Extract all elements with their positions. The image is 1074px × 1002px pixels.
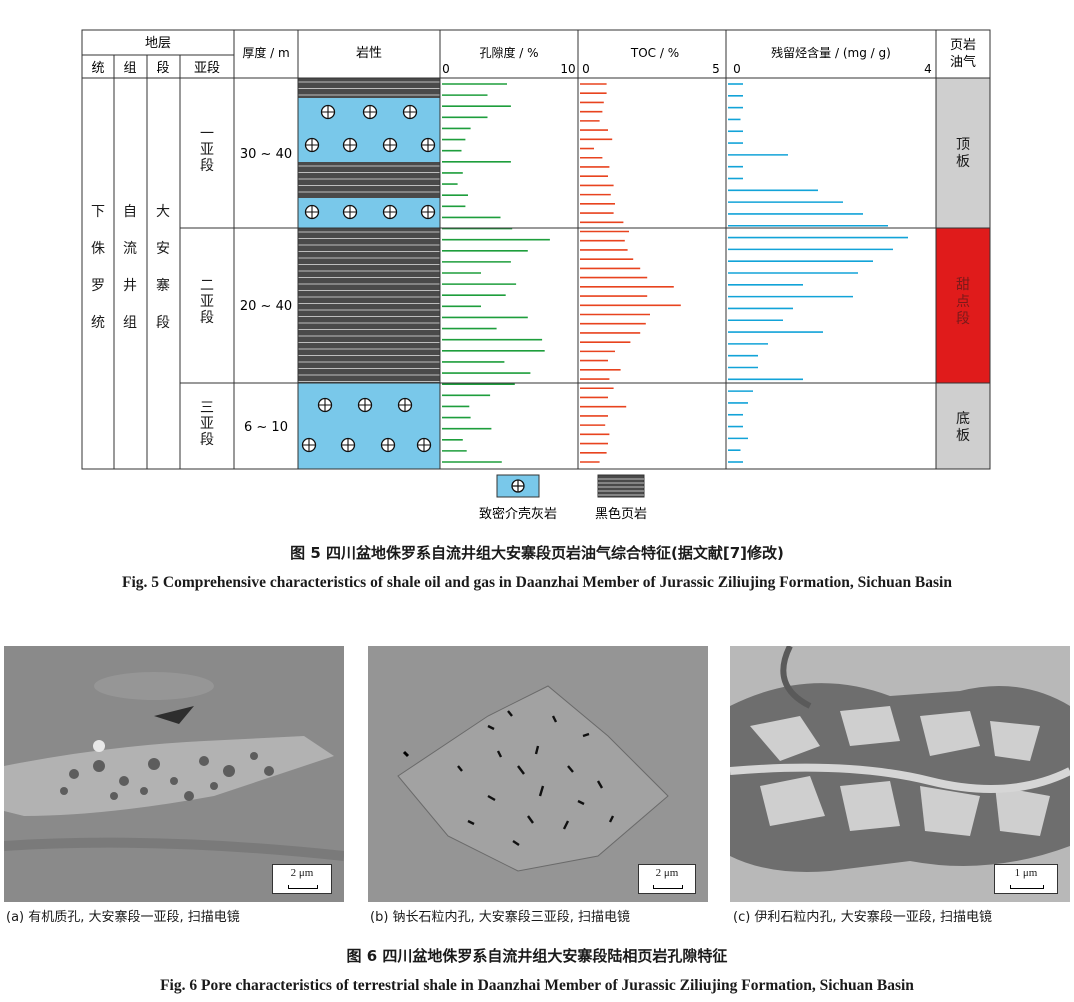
panel-a-caption: (a) 有机质孔, 大安寨段一亚段, 扫描电镜 [6, 910, 240, 925]
shale-bed [298, 162, 440, 198]
figure-5-caption-cn: 图 5 四川盆地侏罗系自流井组大安寨段页岩油气综合特征(据文献[7]修改) [290, 544, 784, 562]
series-label-char: 下 [91, 204, 105, 220]
header-hc: 残留烃含量 / (mg / g) [771, 45, 891, 60]
figure-5-caption-en: Fig. 5 Comprehensive characteristics of … [122, 574, 952, 591]
scale-bar-a-label: 2 μm [290, 867, 314, 879]
lithology-column [298, 78, 440, 469]
header-porosity: 孔隙度 / % [479, 45, 538, 60]
header-member: 段 [156, 61, 169, 76]
figure-5-chart: 地层 统 组 段 亚段 厚度 / m 岩性 孔隙度 / % 0 10 TOC /… [81, 29, 991, 522]
series-label-char: 侏 [91, 241, 105, 257]
member-label-char: 安 [156, 241, 170, 257]
zone-2-char: 甜 [956, 277, 970, 293]
scale-bar-c-line [1010, 885, 1044, 889]
shell-icon-mark [512, 480, 524, 492]
header-group: 组 [123, 61, 136, 76]
zone-2-char: 段 [956, 311, 970, 327]
porosity-axis-min: 0 [442, 62, 450, 76]
porosity-series [442, 83, 550, 463]
shale-bed [298, 228, 440, 383]
scale-bar-c: 1 μm [994, 864, 1058, 894]
scale-bar-b: 2 μm [638, 864, 696, 894]
submember-1-char: 段 [200, 158, 214, 174]
zone-sweet-bg [936, 228, 990, 383]
submember-2-char: 段 [200, 310, 214, 326]
member-label-char: 段 [156, 315, 170, 331]
toc-series [580, 83, 681, 463]
zone-2-char: 点 [956, 294, 970, 310]
zone-1-char: 板 [956, 154, 970, 170]
limestone-bed [298, 198, 440, 228]
group-label-char: 自 [123, 204, 137, 220]
zone-3-char: 底 [956, 411, 970, 427]
series-label-char: 罗 [91, 278, 105, 294]
header-oilgas: 页岩油气 [950, 38, 976, 70]
scale-bar-b-label: 2 μm [655, 867, 679, 879]
group-label-char: 井 [123, 278, 137, 294]
group-label-char: 组 [123, 315, 137, 331]
thickness-submember-1: 30 ~ 40 [240, 147, 292, 162]
panel-b-caption: (b) 钠长石粒内孔, 大安寨段三亚段, 扫描电镜 [370, 910, 631, 925]
submember-3-char: 段 [200, 432, 214, 448]
sem-image-b: 2 μm [368, 646, 708, 902]
porosity-axis-max: 10 [560, 62, 575, 76]
header-submember: 亚段 [194, 61, 220, 76]
legend: 致密介壳灰岩 黑色页岩 [479, 474, 647, 522]
hc-series [728, 83, 908, 463]
figure-6-caption-en: Fig. 6 Pore characteristics of terrestri… [160, 977, 914, 994]
zone-3-char: 板 [956, 428, 970, 444]
sem-image-a: 2 μm [4, 646, 344, 902]
member-label-char: 大 [156, 204, 170, 220]
legend-shale-label: 黑色页岩 [595, 506, 647, 522]
thickness-submember-3: 6 ~ 10 [244, 420, 288, 435]
submember-1-char: 亚 [200, 142, 214, 158]
zone-bottom-bg [936, 383, 990, 469]
figure-6-caption-cn: 图 6 四川盆地侏罗系自流井组大安寨段陆相页岩孔隙特征 [346, 947, 728, 965]
zone-top-bg [936, 78, 990, 228]
submember-2-char: 亚 [200, 294, 214, 310]
submember-3-char: 亚 [200, 416, 214, 432]
hc-axis-max: 4 [924, 62, 932, 76]
toc-axis-max: 5 [712, 62, 720, 76]
panel-c-caption: (c) 伊利石粒内孔, 大安寨段一亚段, 扫描电镜 [733, 910, 992, 925]
sem-image-c: 1 μm [730, 646, 1070, 902]
header-lithology: 岩性 [356, 46, 382, 61]
submember-3-char: 三 [200, 400, 214, 416]
hc-axis-min: 0 [733, 62, 741, 76]
legend-shale-swatch [597, 474, 645, 498]
header-thickness: 厚度 / m [242, 45, 289, 60]
limestone-bed [298, 126, 440, 162]
limestone-bed [298, 383, 440, 469]
submember-2-char: 二 [200, 278, 214, 294]
scale-bar-b-line [653, 885, 683, 889]
scale-bar-c-label: 1 μm [1014, 867, 1038, 879]
header-toc: TOC / % [630, 46, 679, 60]
header-series: 统 [91, 61, 104, 76]
submember-1-char: 一 [200, 126, 214, 142]
legend-limestone-label: 致密介壳灰岩 [479, 506, 557, 522]
scale-bar-a: 2 μm [272, 864, 332, 894]
scale-bar-a-line [288, 885, 318, 889]
thickness-submember-2: 20 ~ 40 [240, 299, 292, 314]
group-label-char: 流 [123, 241, 137, 257]
member-label-char: 寨 [156, 277, 170, 294]
header-stratum: 地层 [145, 36, 171, 51]
series-label-char: 统 [91, 315, 105, 331]
table-grid [81, 29, 991, 470]
toc-axis-min: 0 [582, 62, 590, 76]
zone-1-char: 顶 [956, 137, 970, 153]
